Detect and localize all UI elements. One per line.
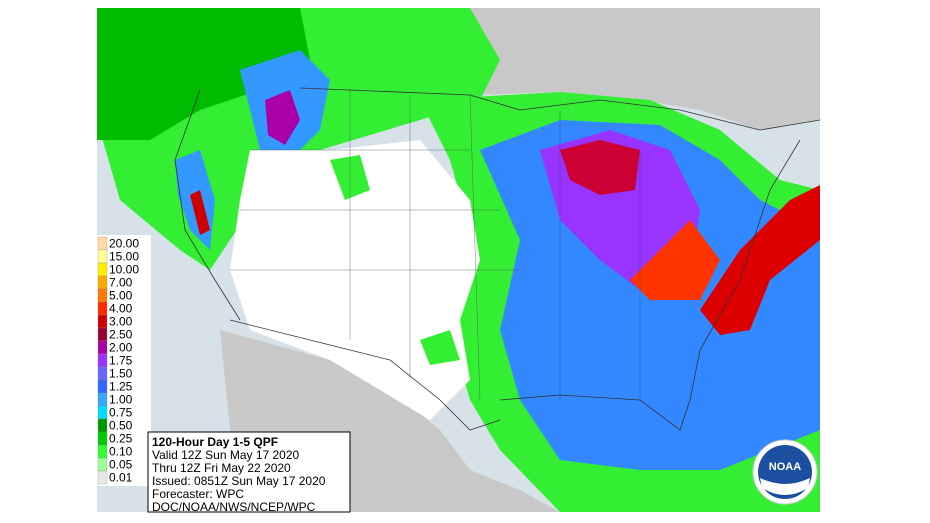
legend-swatch [97,262,108,277]
legend-label: 5.00 [109,289,133,303]
legend-swatch [97,236,108,251]
legend-swatch [97,301,108,316]
legend-swatch [97,457,108,472]
legend-label: 3.00 [109,315,133,329]
precip-red-glakes [560,140,640,195]
legend-swatch [97,327,108,342]
legend-label: 0.50 [109,419,133,433]
info-title: 120-Hour Day 1-5 QPF [152,435,278,449]
legend-label: 10.00 [109,263,139,277]
legend-label: 0.05 [109,458,133,472]
legend-swatch [97,379,108,394]
precip-purple-nw [265,90,300,145]
legend-label: 2.00 [109,341,133,355]
legend-swatch [97,405,108,420]
legend-swatch [97,275,108,290]
info-box: 120-Hour Day 1-5 QPF Valid 12Z Sun May 1… [147,431,351,514]
west-coast [174,89,241,321]
legend-label: 1.25 [109,380,133,394]
legend-swatch [97,288,108,303]
legend: 20.0015.0010.007.005.004.003.002.502.001… [97,235,151,486]
noaa-logo: NOAA [752,439,818,505]
info-line: Forecaster: WPC [152,487,244,501]
legend-swatch [97,340,108,355]
logo-wave [760,478,810,495]
legend-label: 0.25 [109,432,133,446]
precip-red-ca [190,190,210,235]
legend-swatch [97,249,108,264]
info-line: Thru 12Z Fri May 22 2020 [152,461,291,475]
legend-label: 1.00 [109,393,133,407]
info-line: Valid 12Z Sun May 17 2020 [152,448,300,462]
info-line: DOC/NOAA/NWS/NCEP/WPC [152,500,316,514]
legend-swatch [97,392,108,407]
legend-swatch [97,418,108,433]
legend-swatch [97,444,108,459]
legend-label: 0.01 [109,471,133,485]
east-coast [499,139,801,431]
legend-label: 0.75 [109,406,133,420]
logo-text: NOAA [769,461,801,473]
legend-label: 1.50 [109,367,133,381]
precip-red-mid [630,220,720,300]
precip-green-spot [420,330,460,365]
legend-label: 0.10 [109,445,133,459]
legend-label: 7.00 [109,276,133,290]
legend-label: 20.00 [109,237,139,251]
legend-label: 2.50 [109,328,133,342]
legend-swatch [97,353,108,368]
info-box-bg [147,431,351,513]
legend-swatch [97,314,108,329]
legend-label: 4.00 [109,302,133,316]
legend-label: 1.75 [109,354,133,368]
state-lines [230,90,641,401]
legend-swatch [97,431,108,446]
precip-dark-green [97,8,310,140]
legend-label: 15.00 [109,250,139,264]
us-mexico-border [229,319,501,431]
legend-swatch [97,366,108,381]
legend-swatch [97,470,108,485]
info-line: Issued: 0851Z Sun May 17 2020 [152,474,326,488]
